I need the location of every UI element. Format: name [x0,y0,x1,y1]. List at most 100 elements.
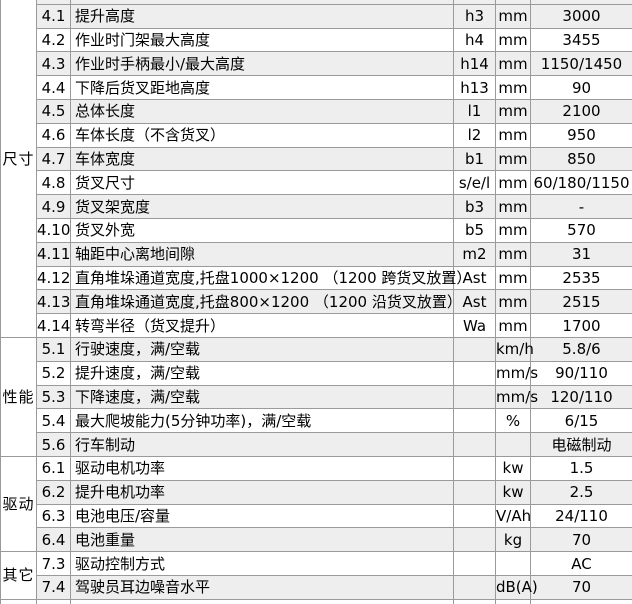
table-row: 5.6 行车制动 电磁制动 [1,432,632,457]
cell-unit: mm [495,289,531,315]
cell-symbol: h4 [453,27,496,53]
group-label-other: 其它 [0,551,37,600]
cell-description: 提升电机功率 [70,479,454,505]
table-row: 6.4 电池重量 kg 70 [1,527,632,553]
cell-value: 90/110 [530,360,632,386]
table-row: 4.8 货叉尺寸 s/e/l mm 60/180/1150 [1,170,632,196]
cell-item-no: 6.2 [36,479,71,505]
cell-item-no: 4.8 [36,170,71,196]
cell-description: 下降后货叉距地高度 [70,75,454,100]
cell-description: 电池电压/容量 [70,503,454,529]
group-label-drive: 驱动 [0,455,37,553]
cell-item-no: 7.3 [36,551,71,576]
cell-unit: mm/s [495,384,538,410]
cell-item-no: 4.12 [36,265,71,291]
cell-symbol [453,432,496,457]
cell-description: 驱动电机功率 [70,455,454,481]
cell-value: 90 [530,75,632,100]
cell-unit: mm [495,27,531,53]
cell-value: 24/110 [530,503,632,529]
cell-value: 2535 [530,265,632,291]
cell-unit: mm [495,217,531,243]
cell-item-no: 4.5 [36,98,71,124]
cell-symbol: m2 [453,241,496,267]
cell-description: 提升速度，满/空载 [70,360,454,386]
cell-item-no: 6.1 [36,455,71,481]
cell-description: 行车制动 [70,432,454,457]
cell-value: 电磁制动 [530,432,632,457]
cell-unit: V/Ah [495,503,531,529]
cell-value: 1150/1450 [530,51,632,77]
cell-unit: mm [495,265,531,291]
cell-item-no: 5.3 [36,384,71,410]
cell-symbol: l1 [453,98,496,124]
cell-description: 转弯半径（货叉提升） [70,313,454,338]
cell-item-no: 5.2 [36,360,71,386]
cell-symbol: h14 [453,51,496,77]
cell-unit: mm [495,146,531,172]
cell-description: 作业时手柄最小/最大高度 [70,51,454,77]
cell-unit: mm [495,98,531,124]
table-row: 7.4 驾驶员耳边噪音水平 dB(A) 70 [1,574,632,600]
cell-item-no: 4.2 [36,27,71,53]
cell-value: 70 [530,574,632,600]
cell-value: - [530,194,632,219]
cell-symbol [453,336,496,362]
cell-value: 3000 [530,3,632,29]
table-row: 4.11 轴距中心离地间隙 m2 mm 31 [1,241,632,267]
cell-unit: kw [495,455,531,481]
cell-value: 60/180/1150 [530,170,632,196]
cell-unit: mm [495,3,531,29]
cell-description: 总体长度 [70,98,454,124]
table-row: 4.12 直角堆垛通道宽度,托盘1000×1200 （1200 跨货叉放置） Ast… [1,265,632,291]
cell-unit: kg [495,527,531,553]
cell-value: 1.5 [530,455,632,481]
cell-item-no: 5.6 [36,432,71,457]
table-row: 4.6 车体长度（不含货叉） l2 mm 950 [1,122,632,148]
table-row: 4.2 作业时门架最大高度 h4 mm 3455 [1,27,632,53]
table-row: 驱动 6.1 驱动电机功率 kw 1.5 [0,455,632,553]
cell-symbol [453,408,496,434]
cell-symbol [453,503,496,529]
cell-unit: dB(A) [495,574,538,600]
cell-value: 5.8/6 [530,336,632,362]
cell-item-no: 5.4 [36,408,71,434]
table-row: 4.4 下降后货叉距地高度 h13 mm 90 [1,75,632,100]
cell-description: 作业时门架最大高度 [70,27,454,53]
cell-value: 31 [530,241,632,267]
cell-description: 直角堆垛通道宽度,托盘1000×1200 （1200 跨货叉放置） [70,265,471,291]
cell-item-no: 6.3 [36,503,71,529]
cell-item-no: 4.7 [36,146,71,172]
cell-description: 提升高度 [70,3,454,29]
cropped-cell [0,598,37,604]
cell-item-no: 7.4 [36,574,71,600]
cell-symbol [453,574,496,600]
table-row: 4.9 货叉架宽度 b3 mm - [1,194,632,219]
cell-item-no: 4.1 [36,3,71,29]
cell-unit [495,551,531,576]
cell-item-no: 4.3 [36,51,71,77]
cell-description: 下降速度，满/空载 [70,384,454,410]
group-label-performance: 性能 [0,336,37,457]
cell-value: 850 [530,146,632,172]
cell-unit: mm [495,194,531,219]
cell-description: 驾驶员耳边噪音水平 [70,574,454,600]
cell-unit: mm [495,51,531,77]
cell-item-no: 4.6 [36,122,71,148]
cell-description: 电池重量 [70,527,454,553]
cell-item-no: 4.10 [36,217,71,243]
cell-description: 轴距中心离地间隙 [70,241,454,267]
cell-unit: mm [495,313,531,338]
cell-unit: mm/s [495,360,538,386]
cell-value: 570 [530,217,632,243]
cell-symbol: b3 [453,194,496,219]
table-row: 4.10 货叉外宽 b5 mm 570 [1,217,632,243]
cell-symbol: Ast [453,265,496,291]
table-row: 4.13 直角堆垛通道宽度,托盘800×1200 （1200 沿货叉放置） Ast m… [1,289,632,315]
cell-unit: mm [495,122,531,148]
cell-unit: mm [495,241,531,267]
table-row: 4.3 作业时手柄最小/最大高度 h14 mm 1150/1450 [1,51,632,77]
table-row: 4.7 车体宽度 b1 mm 850 [1,146,632,172]
